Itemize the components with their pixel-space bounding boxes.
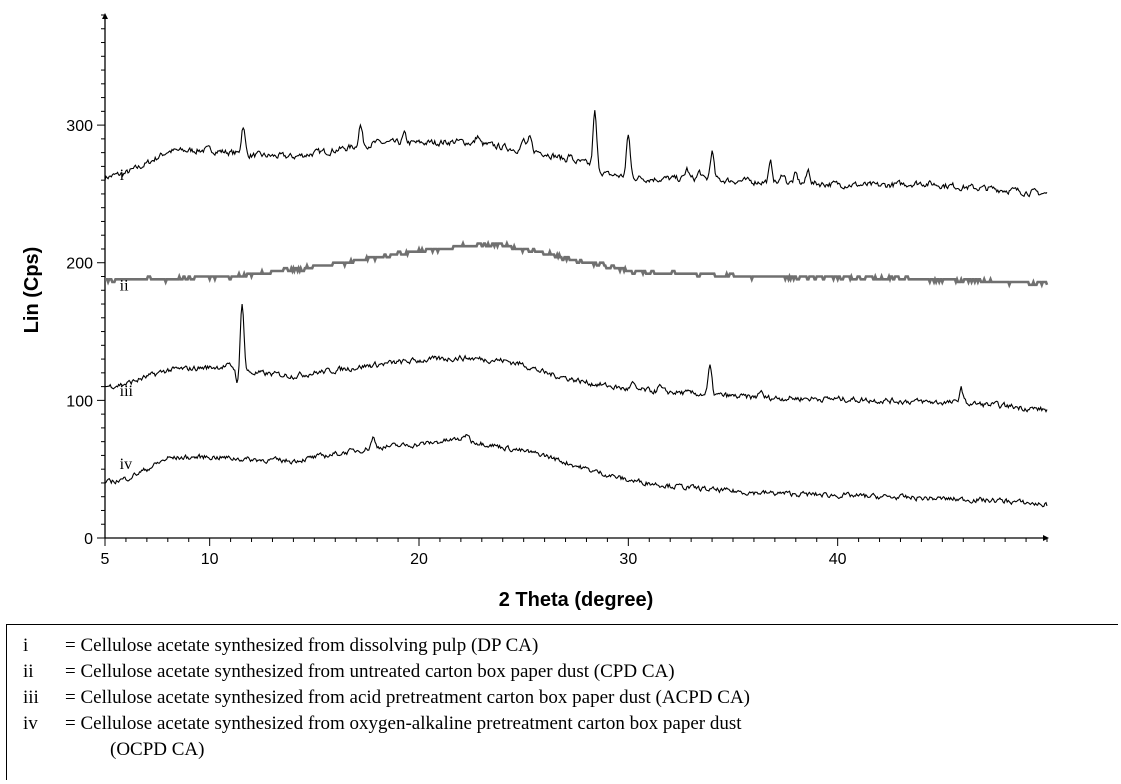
legend-item-iii: iii = Cellulose acetate synthesized from … <box>23 687 750 709</box>
series-line-iv <box>104 433 1048 508</box>
legend-box: i = Cellulose acetate synthesized from di… <box>6 624 1118 780</box>
legend-text: = Cellulose acetate synthesized from aci… <box>65 687 751 708</box>
series-label-i: i <box>120 167 125 184</box>
y-tick-label: 0 <box>84 531 93 548</box>
legend-key: iv <box>23 713 38 734</box>
legend-text: = Cellulose acetate synthesized from unt… <box>65 661 675 682</box>
series-label-ii: ii <box>120 277 129 294</box>
legend-item-ii: ii = Cellulose acetate synthesized from u… <box>23 661 675 683</box>
y-axis-arrow <box>102 13 108 19</box>
x-tick-label: 20 <box>410 551 428 568</box>
legend-item-iv-continuation: (OCPD CA) <box>110 739 205 760</box>
y-axis-title: Lin (Cps) <box>21 247 43 334</box>
y-tick-label: 200 <box>66 256 93 273</box>
legend-key: iii <box>23 687 39 708</box>
x-tick-label: 40 <box>829 551 847 568</box>
legend-item-i: i = Cellulose acetate synthesized from di… <box>23 635 538 657</box>
legend-text: = Cellulose acetate synthesized from oxy… <box>65 713 742 734</box>
axes: 5 10 20 30 40 0 100 200 300 <box>66 13 1049 568</box>
x-tick-label: 10 <box>201 551 219 568</box>
x-tick-label: 5 <box>101 551 110 568</box>
x-axis-title: 2 Theta (degree) <box>499 589 653 611</box>
series-line-i <box>104 110 1048 198</box>
legend-key: ii <box>23 661 34 682</box>
y-tick-label: 100 <box>66 393 93 410</box>
x-tick-label: 30 <box>619 551 637 568</box>
legend-text: = Cellulose acetate synthesized from dis… <box>65 635 539 656</box>
x-axis-arrow <box>1043 535 1049 541</box>
legend-key: i <box>23 635 29 656</box>
series-line-iii <box>104 303 1048 413</box>
series-label-iii: iii <box>120 383 134 400</box>
series-label-iv: iv <box>120 456 132 473</box>
y-tick-label: 300 <box>66 118 93 135</box>
legend-item-iv: iv = Cellulose acetate synthesized from o… <box>23 713 742 735</box>
series-line-ii <box>105 239 1049 289</box>
